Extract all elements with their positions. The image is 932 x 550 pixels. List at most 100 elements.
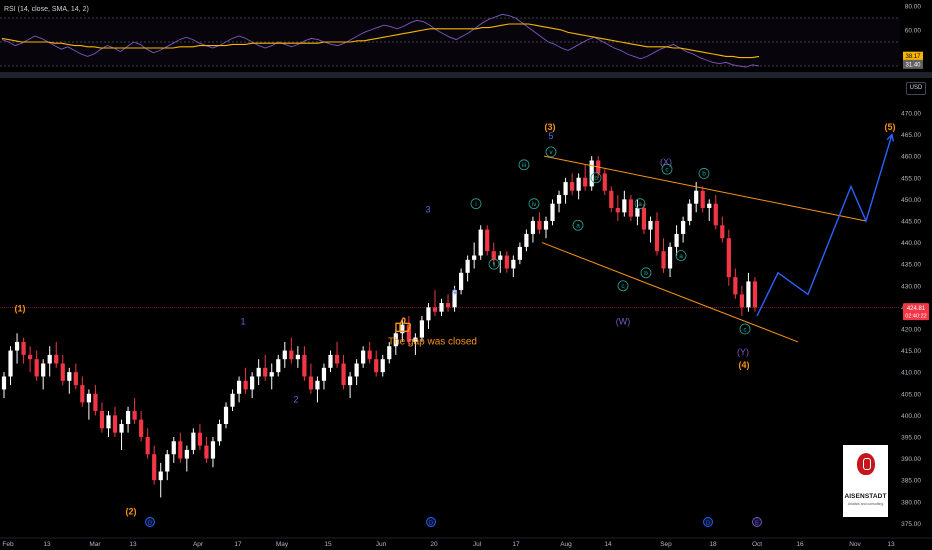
candle-body bbox=[47, 354, 52, 364]
candle-body bbox=[217, 424, 222, 442]
candle-body bbox=[112, 415, 118, 433]
pane-divider[interactable] bbox=[0, 72, 932, 78]
candle-body bbox=[99, 411, 105, 429]
price-tick-label: 405.00 bbox=[901, 391, 921, 398]
candle-body bbox=[145, 436, 150, 455]
price-badge-countdown: 02:40:22 bbox=[905, 314, 926, 320]
candle-body bbox=[400, 324, 405, 334]
candle-body bbox=[158, 471, 163, 481]
candle-body bbox=[511, 259, 516, 269]
wave-circle bbox=[545, 146, 557, 158]
price-tick-label: 395.00 bbox=[901, 434, 921, 441]
candle-body bbox=[80, 385, 85, 403]
rsi-indicator-label[interactable]: RSI (14, close, SMA, 14, 2) bbox=[4, 6, 89, 13]
candle-body bbox=[178, 441, 183, 459]
rsi-ma-line bbox=[1, 23, 760, 59]
candle-body bbox=[707, 203, 712, 208]
candle-body bbox=[543, 220, 549, 230]
candle-body bbox=[432, 307, 438, 312]
candle-body bbox=[733, 277, 738, 295]
time-tick-label: Apr bbox=[193, 541, 204, 548]
candle-body bbox=[739, 294, 744, 308]
candle-body bbox=[152, 454, 157, 481]
price-badge-value: 424.81 bbox=[907, 306, 926, 312]
time-tick-label: 15 bbox=[324, 541, 332, 548]
candle-body bbox=[67, 372, 72, 381]
time-tick-label: Oct bbox=[752, 541, 762, 548]
wave-label-x: (W) bbox=[616, 317, 631, 327]
candle-body bbox=[14, 341, 20, 351]
candle-body bbox=[491, 251, 496, 260]
time-axis[interactable]: Feb 13 Mar 13 Apr 17 May 15 Jun 20 Jul 17 Aug 14 Sep 18… bbox=[0, 537, 932, 548]
time-tick-label: Nov bbox=[849, 541, 861, 548]
time-tick-label: 18 bbox=[709, 541, 717, 548]
candle-body bbox=[570, 182, 575, 191]
wave-label-sub: a bbox=[679, 253, 683, 260]
price-tick-label: 435.00 bbox=[901, 262, 921, 269]
candle-body bbox=[230, 393, 235, 407]
price-tick-label: 420.00 bbox=[901, 326, 921, 333]
rsi-tick-label: 80.00 bbox=[905, 4, 922, 11]
rsi-badge bbox=[903, 59, 923, 69]
candle-body bbox=[694, 190, 699, 204]
candle-body bbox=[635, 208, 640, 217]
projection-arrowhead-icon bbox=[886, 133, 894, 142]
time-tick-label: 17 bbox=[234, 541, 242, 548]
time-tick-label: Sep bbox=[660, 541, 672, 548]
candle-body bbox=[472, 255, 477, 260]
wave-label-sub: v bbox=[549, 149, 553, 156]
rsi-ma-value: 38.17 bbox=[905, 54, 921, 60]
projection-path[interactable] bbox=[756, 133, 894, 317]
candle-body bbox=[93, 393, 98, 412]
event-icon-label: D bbox=[148, 520, 152, 526]
candle-body bbox=[276, 359, 281, 373]
trendlines[interactable] bbox=[541, 155, 867, 343]
event-icon-label: D bbox=[429, 520, 433, 526]
rsi-ma-badge bbox=[903, 51, 923, 61]
price-grid bbox=[0, 100, 900, 532]
candle-body bbox=[361, 350, 366, 364]
logo-name: AISENSTADT bbox=[844, 493, 887, 500]
thumbs-up-shape bbox=[395, 317, 412, 332]
candle-body bbox=[8, 350, 13, 377]
candle-body bbox=[236, 380, 242, 394]
wave-circle bbox=[572, 219, 584, 231]
candle-body bbox=[374, 359, 379, 373]
candle-body bbox=[171, 441, 176, 455]
candle-body bbox=[315, 380, 320, 390]
candle-body bbox=[556, 195, 562, 204]
candle-body bbox=[524, 233, 529, 247]
wave-label-x: (X) bbox=[660, 157, 672, 167]
candle-body bbox=[419, 320, 425, 338]
rsi-pane-bg bbox=[0, 0, 932, 72]
wave-circle bbox=[617, 280, 629, 292]
candle-body bbox=[576, 177, 581, 191]
candle-body bbox=[426, 307, 431, 321]
candle-body bbox=[119, 424, 124, 433]
wave-label-sub: i bbox=[475, 201, 476, 208]
candle-body bbox=[243, 380, 248, 390]
currency-button[interactable]: USD bbox=[906, 82, 926, 95]
time-tick-label: 20 bbox=[430, 541, 438, 548]
candle-body bbox=[563, 182, 568, 196]
time-tick-label: 14 bbox=[604, 541, 612, 548]
candle-body bbox=[269, 372, 274, 377]
candle-body bbox=[720, 225, 725, 239]
candle-body bbox=[452, 290, 457, 308]
candle-body bbox=[459, 272, 464, 291]
candle-body bbox=[393, 333, 398, 347]
logo-mark-icon bbox=[857, 453, 875, 475]
candle-body bbox=[667, 246, 673, 269]
candle-body bbox=[654, 220, 660, 252]
wave-label-major: (2) bbox=[126, 507, 137, 517]
candle-body bbox=[687, 203, 692, 221]
candle-body bbox=[700, 190, 705, 208]
candle-body bbox=[334, 354, 340, 364]
candle-body bbox=[132, 411, 137, 420]
candle-body bbox=[504, 255, 509, 269]
wave-label-sub: iii bbox=[522, 162, 526, 169]
price-axis[interactable]: 470.00 465.00 460.00 455.00 450.00 445.00 440.… bbox=[900, 100, 932, 532]
